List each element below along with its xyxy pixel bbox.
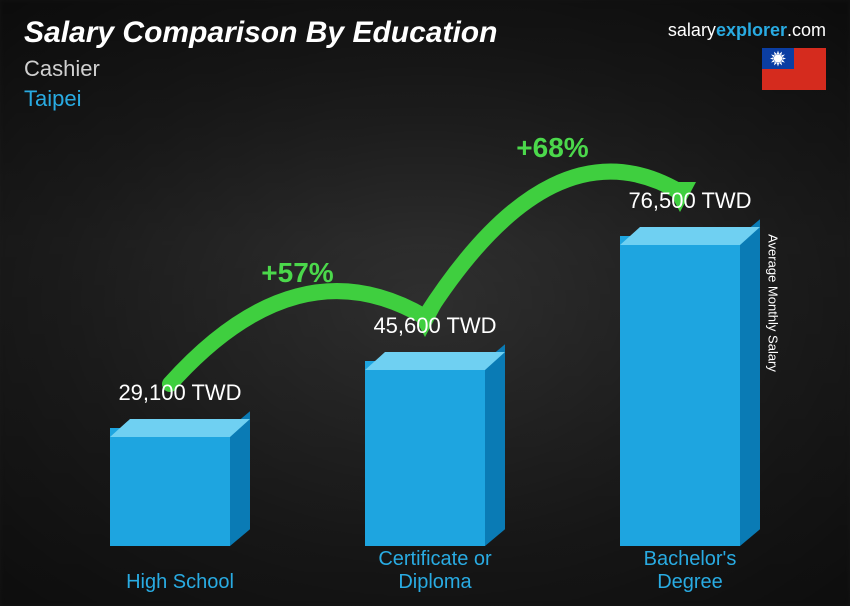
chart-subtitle: Cashier bbox=[24, 56, 826, 82]
bar-front bbox=[620, 236, 740, 546]
chart-area: +57%+68% High School29,100 TWDCertificat… bbox=[60, 140, 790, 546]
bar-top bbox=[110, 419, 250, 437]
bar-value: 76,500 TWD bbox=[590, 188, 790, 214]
bar-value: 29,100 TWD bbox=[80, 380, 280, 406]
bar-label: High School bbox=[100, 571, 260, 594]
bar-front bbox=[110, 428, 230, 546]
brand-part2: explorer bbox=[716, 20, 787, 40]
bar-label: Certificate orDiploma bbox=[355, 548, 515, 594]
bar-group-1: Certificate orDiploma bbox=[355, 361, 515, 546]
increase-pct-0: +57% bbox=[261, 257, 333, 288]
brand-part3: .com bbox=[787, 20, 826, 40]
brand-watermark: salaryexplorer.com bbox=[668, 20, 826, 41]
brand-part1: salary bbox=[668, 20, 716, 40]
bar-value: 45,600 TWD bbox=[335, 313, 535, 339]
bar-group-0: High School bbox=[100, 428, 260, 546]
infographic-container: Salary Comparison By Education Cashier T… bbox=[0, 0, 850, 606]
bar-top bbox=[620, 227, 760, 245]
bar-side bbox=[485, 344, 505, 546]
flag-taiwan bbox=[762, 48, 826, 90]
bar-group-2: Bachelor'sDegree bbox=[610, 236, 770, 546]
bar-label: Bachelor'sDegree bbox=[610, 548, 770, 594]
increase-pct-1: +68% bbox=[516, 132, 588, 163]
chart-location: Taipei bbox=[24, 86, 826, 112]
bar-top bbox=[365, 352, 505, 370]
bar-front bbox=[365, 361, 485, 546]
bar-side bbox=[740, 219, 760, 546]
